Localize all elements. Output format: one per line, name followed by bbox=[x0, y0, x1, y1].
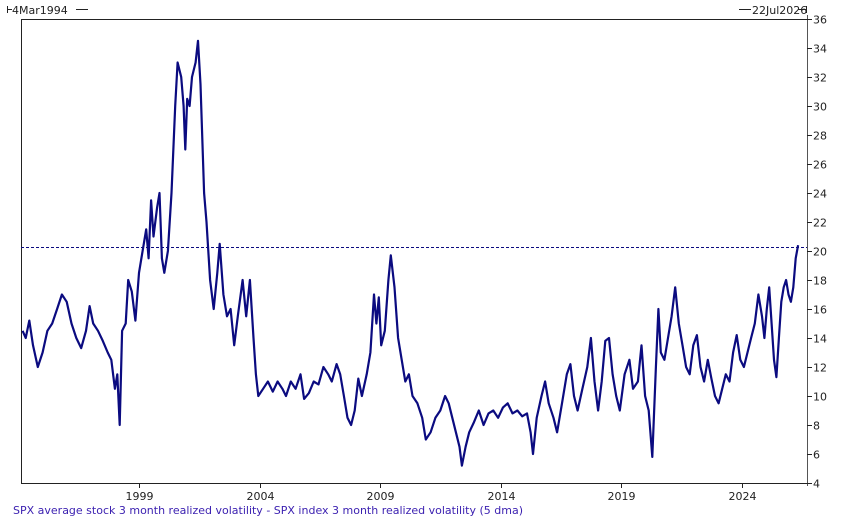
end-date-label: 22Jul2026 bbox=[752, 4, 807, 17]
axes bbox=[21, 15, 808, 486]
y-ticks: 4 6 8 10 12 14 16 18 20 22 24 26 28 30 32 34 36 bbox=[807, 14, 827, 491]
x-tick-label: 2019 bbox=[608, 490, 636, 503]
y-tick-label: 34 bbox=[813, 43, 827, 56]
chart-caption: SPX average stock 3 month realized volat… bbox=[13, 504, 523, 517]
y-tick-label: 36 bbox=[813, 14, 827, 27]
y-tick-label: 22 bbox=[813, 217, 827, 230]
x-tick-label: 2004 bbox=[247, 490, 275, 503]
y-tick-label: 24 bbox=[813, 188, 827, 201]
y-tick-label: 4 bbox=[813, 478, 820, 491]
y-tick-label: 12 bbox=[813, 362, 827, 375]
y-tick-label: 26 bbox=[813, 159, 827, 172]
series-line bbox=[21, 39, 800, 467]
y-tick-label: 6 bbox=[813, 449, 820, 462]
y-tick-label: 32 bbox=[813, 72, 827, 85]
x-ticks: 1999 2004 2009 2014 2019 2024 bbox=[126, 483, 757, 503]
x-tick-label: 2024 bbox=[729, 490, 757, 503]
y-tick-label: 8 bbox=[813, 420, 820, 433]
y-tick-label: 16 bbox=[813, 304, 827, 317]
end-date-marker: 22Jul2026 bbox=[739, 4, 807, 17]
y-tick-label: 28 bbox=[813, 130, 827, 143]
start-date-label: 4Mar1994 bbox=[12, 4, 68, 17]
y-tick-label: 18 bbox=[813, 275, 827, 288]
x-tick-label: 2014 bbox=[488, 490, 516, 503]
y-tick-label: 14 bbox=[813, 333, 827, 346]
y-tick-label: 30 bbox=[813, 101, 827, 114]
y-tick-label: 10 bbox=[813, 391, 827, 404]
x-tick-label: 2009 bbox=[367, 490, 395, 503]
start-date-marker: 4Mar1994 bbox=[7, 4, 88, 17]
y-tick-label: 20 bbox=[813, 246, 827, 259]
x-tick-label: 1999 bbox=[126, 490, 154, 503]
